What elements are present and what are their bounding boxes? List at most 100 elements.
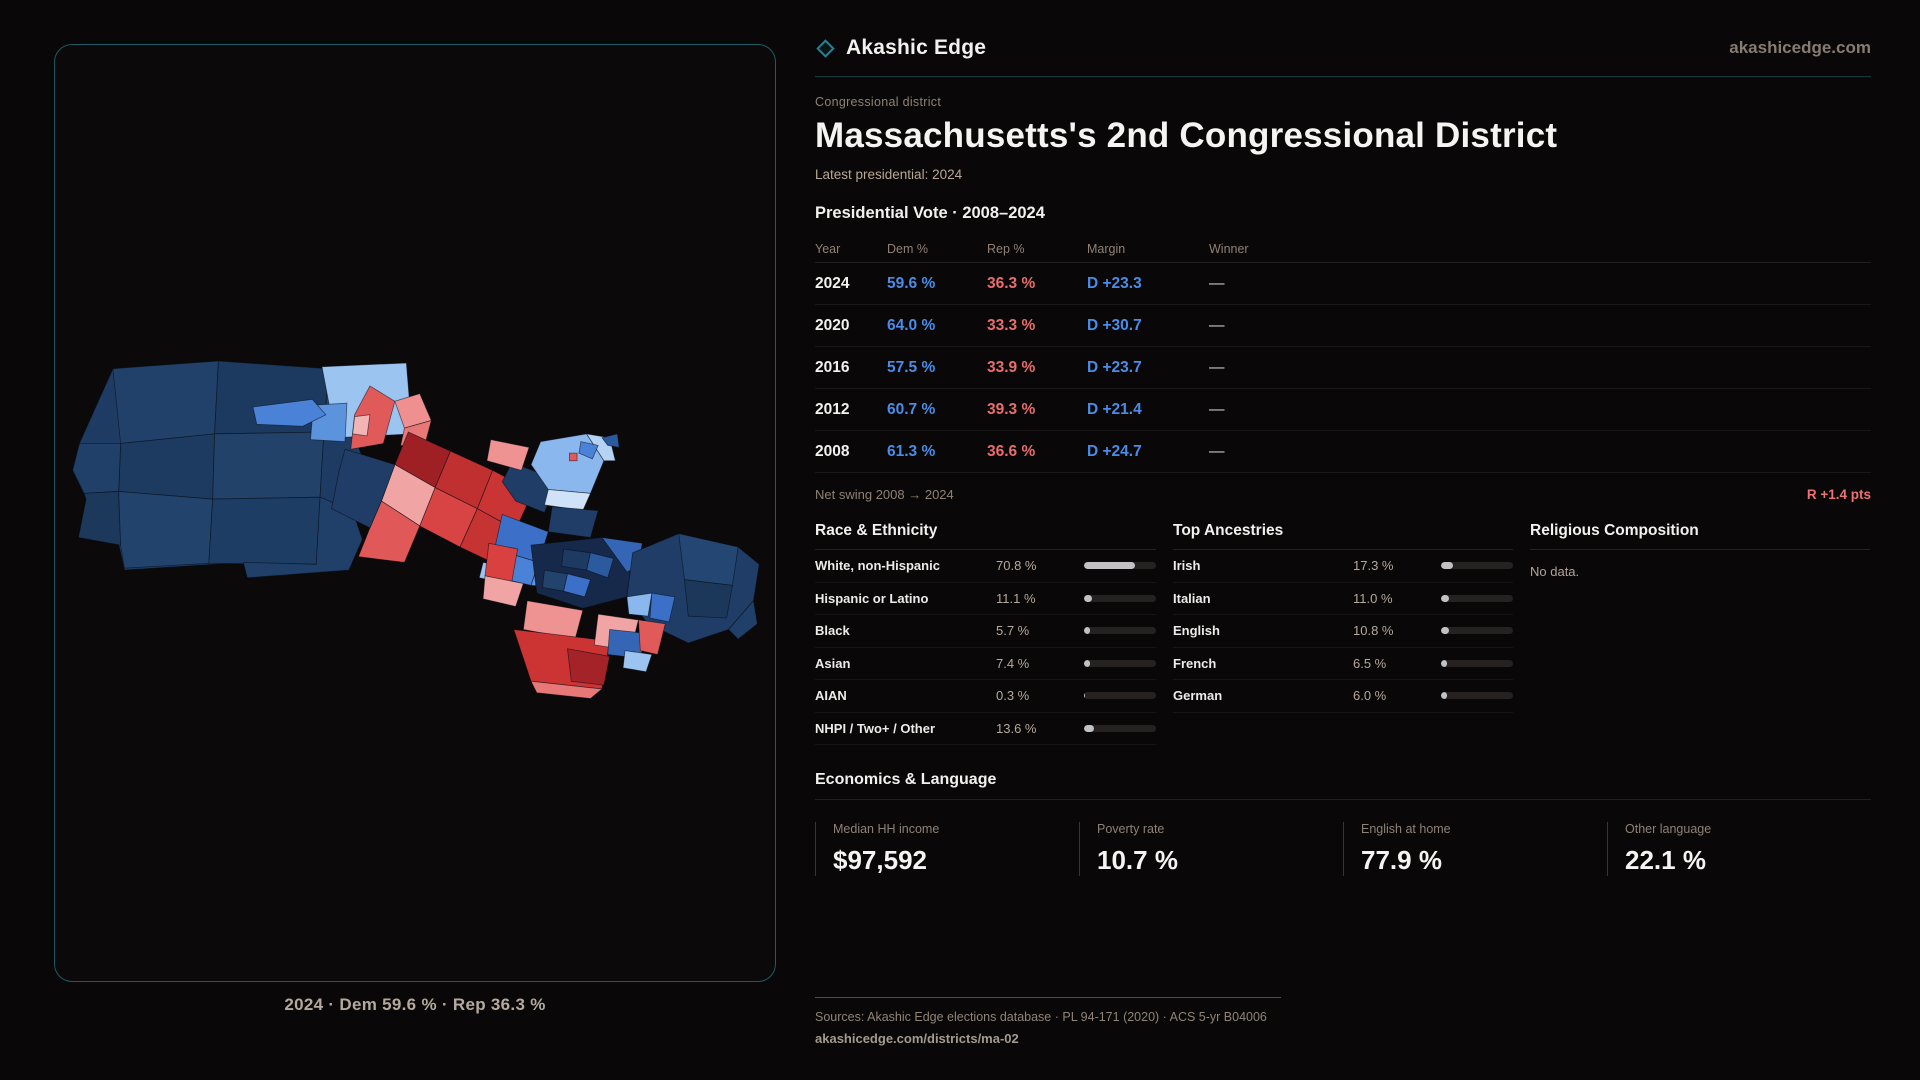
stat-poverty-rate: Poverty rate 10.7 % [1079,822,1343,876]
list-item: English 10.8 % [1173,615,1513,648]
cell-year: 2020 [815,316,850,334]
race-value: 7.4 % [996,655,1030,671]
cell-winner: — [1209,442,1225,460]
list-item: Black 5.7 % [815,615,1156,648]
race-value: 0.3 % [996,688,1030,704]
religion-no-data: No data. [1530,564,1580,579]
religion-section-title: Religious Composition [1530,522,1870,550]
list-item: Asian 7.4 % [815,648,1156,680]
list-item: AIAN 0.3 % [815,680,1156,713]
eyebrow-label: Congressional district [815,95,942,109]
cell-dem: 60.7 % [887,400,936,418]
stat-label: English at home [1361,822,1451,836]
cell-winner: — [1209,274,1225,292]
latest-presidential-label: Latest presidential: 2024 [815,167,963,182]
ancestry-label: German [1173,688,1223,704]
race-label: Asian [815,655,851,671]
ancestry-value: 11.0 % [1353,590,1393,606]
cell-margin: D +24.7 [1087,442,1142,460]
list-item: French 6.5 % [1173,648,1513,680]
race-value: 5.7 % [996,623,1030,639]
race-label: AIAN [815,688,847,704]
col-rep: Rep % [987,241,1025,256]
stat-label: Poverty rate [1097,822,1165,836]
ancestry-bar [1441,627,1513,635]
ancestry-label: Irish [1173,558,1201,574]
ancestry-value: 17.3 % [1353,558,1394,574]
list-item: Hispanic or Latino 11.1 % [815,583,1156,615]
race-label: NHPI / Two+ / Other [815,720,936,736]
table-row: 2012 60.7 % 39.3 % D +21.4 — [815,389,1871,431]
race-value: 11.1 % [996,590,1036,606]
cell-dem: 59.6 % [887,274,936,292]
ancestry-bar [1441,692,1513,700]
brand-name: Akashic Edge [846,36,987,59]
map-precincts [72,360,760,699]
cell-dem: 64.0 % [887,316,936,334]
race-bar [1084,692,1156,700]
district-detail-panel: Akashic Edge akashicedge.com Congression… [815,36,1871,1048]
ancestry-bar [1441,562,1513,570]
race-section-title: Race & Ethnicity [815,522,1156,550]
net-swing-value: R +1.4 pts [1806,487,1871,502]
economics-section-title: Economics & Language [815,771,1871,800]
permalink-link[interactable]: akashicedge.com/districts/ma-02 [815,1031,1019,1046]
cell-year: 2008 [815,442,850,460]
race-label: White, non-Hispanic [815,558,940,574]
list-item: White, non-Hispanic 70.8 % [815,550,1156,583]
race-label: Black [815,623,850,639]
ancestry-label: French [1173,655,1217,671]
table-row: 2016 57.5 % 33.9 % D +23.7 — [815,347,1871,389]
ancestry-value: 10.8 % [1353,623,1394,639]
cell-dem: 57.5 % [887,358,936,376]
cell-year: 2012 [815,400,850,418]
economics-stats: Median HH income $97,592 Poverty rate 10… [815,822,1871,876]
cell-winner: — [1209,316,1225,334]
stat-value: 77.9 % [1361,845,1442,875]
stat-value: 10.7 % [1097,845,1178,875]
race-bar [1084,627,1156,635]
col-year: Year [815,241,841,256]
race-value: 13.6 % [996,720,1037,736]
cell-winner: — [1209,358,1225,376]
vote-table-title: Presidential Vote · 2008–2024 [815,204,1045,222]
site-domain-link[interactable]: akashicedge.com [1729,38,1871,57]
table-row: 2020 64.0 % 33.3 % D +30.7 — [815,305,1871,347]
stat-label: Other language [1625,822,1712,836]
footer: Sources: Akashic Edge elections database… [815,997,1281,1048]
cell-margin: D +21.4 [1087,400,1142,418]
cell-rep: 36.6 % [987,442,1036,460]
net-swing-row: Net swing 2008 → 2024 R +1.4 pts [815,487,1871,502]
ancestry-label: English [1173,623,1220,639]
stat-value: $97,592 [833,845,927,875]
cell-winner: — [1209,400,1225,418]
cell-dem: 61.3 % [887,442,936,460]
cell-rep: 33.3 % [987,316,1036,334]
col-winner: Winner [1209,241,1249,256]
cell-year: 2024 [815,274,850,292]
col-margin: Margin [1087,241,1126,256]
diamond-logo-icon [816,38,835,58]
cell-rep: 39.3 % [987,400,1036,418]
map-caption: 2024 · Dem 59.6 % · Rep 36.3 % [284,995,546,1014]
district-map-panel [54,44,776,982]
race-bar [1084,659,1156,667]
list-item: Irish 17.3 % [1173,550,1513,583]
table-row: 2008 61.3 % 36.6 % D +24.7 — [815,431,1871,473]
cell-year: 2016 [815,358,850,376]
religion-section: Religious Composition No data. [1530,522,1870,745]
ancestry-label: Italian [1173,590,1211,606]
ancestry-bar [1441,659,1513,667]
cell-rep: 33.9 % [987,358,1036,376]
cell-margin: D +23.3 [1087,274,1142,292]
cell-margin: D +30.7 [1087,316,1142,334]
ancestries-section-title: Top Ancestries [1173,522,1513,550]
sources-text: Sources: Akashic Edge elections database… [815,1010,1267,1024]
cell-rep: 36.3 % [987,274,1036,292]
table-header-row: Year Dem % Rep % Margin Winner [815,235,1871,263]
ancestry-bar [1441,594,1513,602]
ancestry-value: 6.0 % [1353,688,1387,704]
stat-value: 22.1 % [1625,845,1706,875]
race-bar [1084,724,1156,732]
stat-label: Median HH income [833,822,940,836]
